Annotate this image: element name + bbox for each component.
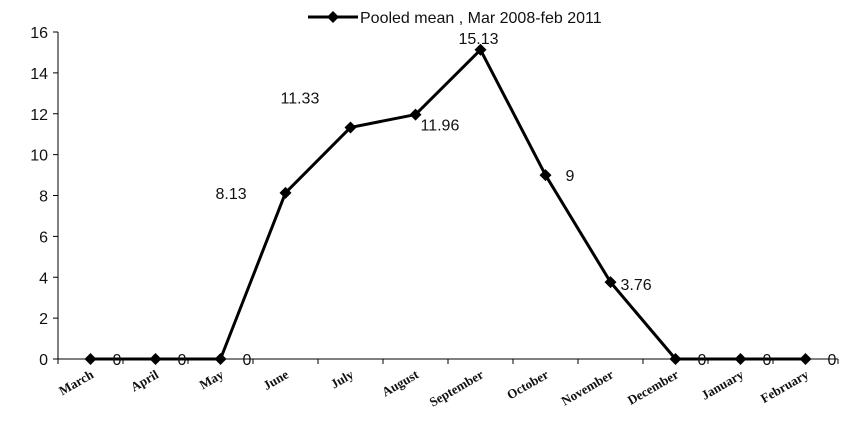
y-tick-label: 8 xyxy=(39,189,48,206)
y-tick-label: 10 xyxy=(30,148,48,165)
data-label: 0 xyxy=(178,352,187,369)
y-tick-label: 12 xyxy=(30,107,48,124)
data-point xyxy=(474,43,487,56)
data-label: 15.13 xyxy=(459,31,499,48)
legend-marker xyxy=(327,11,339,23)
x-tick-label: March xyxy=(56,366,96,398)
data-label: 0 xyxy=(698,352,707,369)
data-point xyxy=(279,186,292,199)
data-label: 0 xyxy=(243,352,252,369)
x-tick-label: February xyxy=(758,366,812,406)
data-label: 9 xyxy=(566,168,575,185)
y-tick-label: 0 xyxy=(39,352,48,369)
x-tick-label: January xyxy=(698,366,746,402)
data-point xyxy=(669,353,682,365)
data-point xyxy=(84,353,97,365)
x-tick-label: April xyxy=(128,366,161,394)
x-tick-label: August xyxy=(379,366,421,399)
x-axis-ticks: March April May June July August September Octo… xyxy=(56,359,839,410)
data-label: 0 xyxy=(113,352,122,369)
data-label: 8.13 xyxy=(216,186,247,203)
x-tick-label: November xyxy=(558,366,616,408)
x-tick-label: June xyxy=(260,366,291,392)
y-tick-label: 4 xyxy=(39,270,48,287)
data-point xyxy=(149,353,162,365)
data-point xyxy=(409,108,422,121)
y-tick-label: 6 xyxy=(39,229,48,246)
x-tick-label: July xyxy=(328,366,357,391)
legend: Pooled mean , Mar 2008-feb 2011 xyxy=(308,10,602,27)
x-tick-label: September xyxy=(427,366,487,409)
y-tick-label: 2 xyxy=(39,311,48,328)
data-label: 11.96 xyxy=(421,118,460,135)
data-point xyxy=(344,121,357,134)
x-tick-label: October xyxy=(504,366,551,402)
data-point xyxy=(734,353,747,365)
x-tick-label: December xyxy=(625,367,681,408)
y-tick-label: 16 xyxy=(30,25,48,42)
data-point xyxy=(214,353,227,365)
legend-label: Pooled mean , Mar 2008-feb 2011 xyxy=(360,10,602,27)
y-tick-label: 14 xyxy=(30,66,48,83)
data-labels-group: 0 0 0 8.13 11.33 11.96 15.13 9 3.76 0 0 0 xyxy=(113,31,837,369)
data-label: 0 xyxy=(763,352,772,369)
series-group xyxy=(84,43,812,365)
data-point xyxy=(799,353,812,365)
data-label: 0 xyxy=(828,352,837,369)
data-label: 3.76 xyxy=(621,277,652,294)
data-label: 11.33 xyxy=(281,90,320,107)
y-axis-ticks: 0 2 4 6 8 10 12 14 16 xyxy=(30,25,58,369)
data-point xyxy=(539,169,552,182)
x-tick-label: May xyxy=(197,366,227,392)
series-line xyxy=(90,48,806,361)
data-point xyxy=(604,276,617,289)
